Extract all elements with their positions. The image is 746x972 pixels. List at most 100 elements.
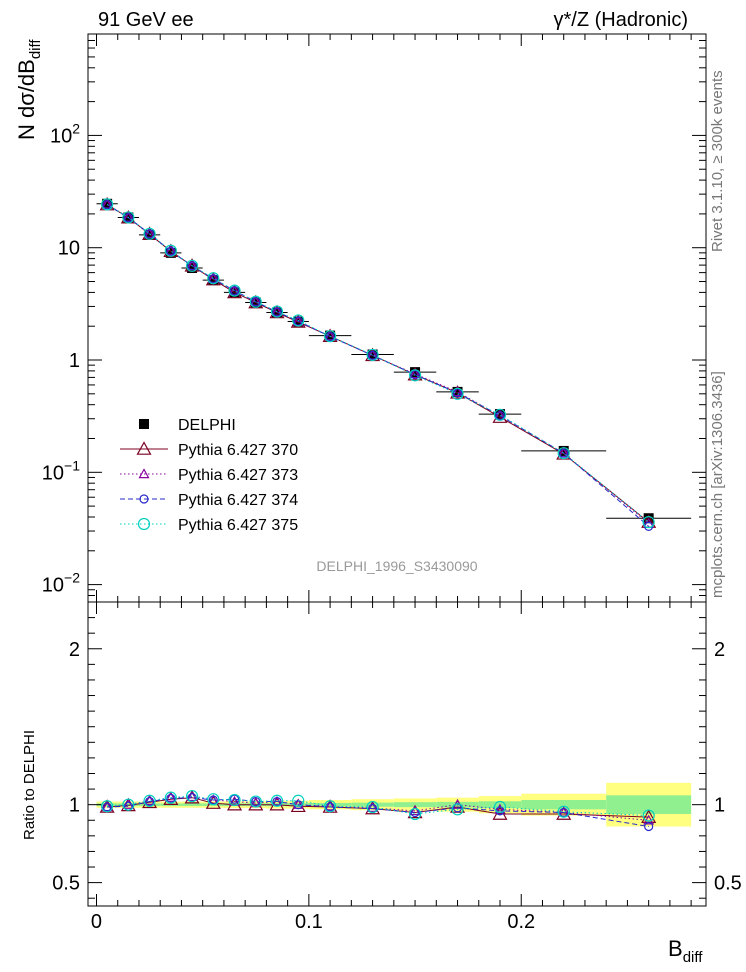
main-point	[185, 259, 199, 272]
main-point	[123, 213, 133, 223]
main-point	[495, 410, 505, 421]
main-point	[325, 331, 335, 342]
ytick-exponent: 2	[72, 120, 80, 136]
main-point	[292, 314, 305, 327]
ytick-label: 102	[50, 120, 80, 147]
main-point	[208, 274, 218, 284]
main-point	[144, 229, 155, 240]
main-point	[558, 445, 569, 456]
ratio-ytick-label-right: 2	[714, 639, 725, 661]
legend-label-4: Pythia 6.427 375	[178, 517, 298, 534]
main-point	[144, 229, 155, 239]
ratio-point	[366, 800, 379, 814]
main-point	[272, 307, 282, 317]
ratio-point	[643, 814, 655, 825]
legend-marker-1	[136, 441, 152, 455]
ytick-label: 10	[58, 238, 80, 260]
main-point	[367, 350, 378, 360]
main-point	[165, 247, 176, 258]
legend-label-0: DELPHI	[178, 417, 236, 434]
legend-marker-3	[139, 494, 149, 504]
main-point	[642, 516, 655, 529]
ratio-point	[557, 805, 570, 818]
main-line-3	[106, 204, 650, 527]
ratio-point	[292, 794, 305, 807]
ratio-point	[409, 805, 421, 816]
stat-band-15	[521, 799, 607, 810]
main-point	[407, 366, 423, 381]
ratio-ytick-label-right: 0.5	[714, 873, 742, 895]
legend-label-2: Pythia 6.427 373	[178, 467, 298, 484]
main-point	[101, 198, 114, 211]
main-point	[293, 316, 303, 326]
ratio-point	[144, 796, 155, 807]
ratio-point	[325, 802, 335, 812]
legend-entry-0: DELPHI	[139, 417, 236, 434]
ratio-point	[122, 798, 134, 809]
main-point	[251, 297, 261, 307]
main-point	[101, 198, 113, 209]
ratio-point	[228, 793, 241, 807]
ratio-point	[186, 791, 198, 802]
xtick-label: 0.1	[295, 911, 323, 933]
ytick-base: 10	[42, 575, 64, 597]
main-point	[270, 305, 284, 318]
legend-entry-4: Pythia 6.427 375	[120, 517, 298, 534]
main-point	[187, 262, 198, 273]
xlabel: Bdiff	[668, 936, 703, 966]
ytick-base: 10	[42, 462, 64, 484]
ratio-point	[408, 807, 422, 821]
main-ylabel: N dσ/dBdiff	[14, 39, 44, 140]
ratio-point	[164, 791, 177, 804]
main-point	[164, 244, 177, 257]
ratio-point	[249, 795, 262, 808]
main-point	[557, 447, 570, 460]
main-point	[451, 387, 464, 400]
legend-label-1: Pythia 6.427 370	[178, 442, 298, 459]
ratio-frame	[87, 601, 707, 907]
main-point	[410, 370, 420, 380]
ratio-point	[122, 798, 135, 811]
ytick-exponent: −2	[64, 570, 80, 586]
main-point	[143, 227, 156, 240]
ratio-point	[324, 800, 336, 811]
xtick-label: 0.2	[507, 911, 535, 933]
ytick-exponent: −1	[64, 457, 80, 473]
ratio-point	[101, 800, 114, 813]
main-point	[325, 330, 336, 341]
main-ylabel-sub: diff	[27, 39, 44, 60]
ratio-point	[493, 800, 507, 814]
main-point	[102, 198, 113, 209]
ratio-point	[102, 802, 112, 812]
main-point	[559, 448, 569, 458]
ytick-label: 10−1	[42, 457, 80, 484]
ratio-point	[165, 791, 177, 802]
main-point	[228, 284, 241, 297]
legend-entry-1: Pythia 6.427 370	[120, 441, 298, 459]
legend-entry-3: Pythia 6.427 374	[120, 492, 298, 509]
main-point	[229, 286, 240, 296]
main-point	[122, 211, 135, 224]
header-left: 91 GeV ee	[98, 9, 194, 31]
ratio-ytick-label: 2	[69, 639, 80, 661]
ratio-point	[251, 796, 261, 807]
main-ylabel-main: N dσ/dB	[14, 59, 39, 140]
main-point	[409, 368, 421, 379]
ratio-point	[207, 793, 220, 806]
ratio-series-2	[102, 793, 654, 832]
stat-band-16	[606, 795, 692, 815]
main-point	[271, 305, 283, 316]
ratio-point	[208, 795, 218, 805]
main-point	[367, 349, 378, 360]
ratio-point	[270, 794, 284, 807]
legend-marker-2	[138, 468, 150, 479]
ratio-point	[451, 803, 464, 816]
main-point	[410, 367, 421, 378]
ratio-ytick-label-right: 1	[714, 795, 725, 817]
ratio-point	[642, 809, 655, 822]
xlabel-sub: diff	[683, 949, 704, 966]
ratio-point	[143, 794, 156, 807]
main-series-4	[101, 198, 655, 529]
mcplots-label: mcplots.cern.ch [arXiv:1306.3436]	[709, 371, 726, 598]
